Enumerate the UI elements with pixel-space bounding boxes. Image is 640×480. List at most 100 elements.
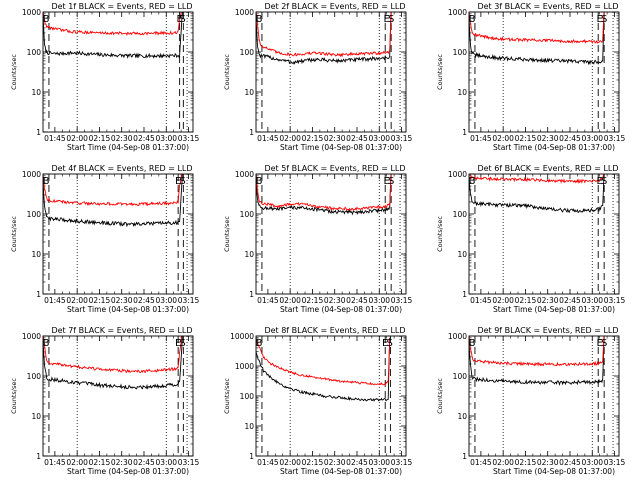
chart-panel-8: Det 8f BLACK = Events, RED = LLD Counts/s… <box>223 326 413 476</box>
y-tick-label: 10 <box>457 412 467 421</box>
x-tick-label: 03:00 <box>368 134 390 143</box>
x-tick-label: 02:45 <box>133 134 155 143</box>
x-tick-label: 02:30 <box>324 458 346 467</box>
x-tick-label: 03:00 <box>155 458 177 467</box>
series-line-events <box>469 336 605 387</box>
x-tick-label: 02:45 <box>133 296 155 305</box>
x-tick-label: 02:30 <box>537 458 559 467</box>
y-tick-label: 10 <box>31 88 41 97</box>
series-line-lld <box>256 174 392 211</box>
y-tick-label: 1000 <box>22 170 41 179</box>
y-tick-label: 100 <box>240 392 255 401</box>
x-axis-label: Start Time (04-Sep-08 01:37:00) <box>67 143 189 152</box>
interval-marker-s: S <box>179 176 185 187</box>
panel-title: Det 7f BLACK = Events, RED = LLD <box>51 326 192 335</box>
x-tick-label: 02:15 <box>515 296 537 305</box>
series-line-lld <box>43 336 183 374</box>
x-tick-label: 03:00 <box>155 296 177 305</box>
x-tick-label: 02:45 <box>559 458 581 467</box>
x-tick-label: 02:45 <box>559 134 581 143</box>
y-tick-label: 1 <box>462 128 467 137</box>
x-tick-label: 02:00 <box>492 134 514 143</box>
panel-title: Det 3f BLACK = Events, RED = LLD <box>477 2 618 11</box>
interval-marker-s: S <box>601 14 607 25</box>
x-tick-label: 02:15 <box>515 134 537 143</box>
series-line-lld <box>256 12 392 58</box>
x-tick-label: 03:15 <box>178 296 200 305</box>
interval-marker-e: E <box>382 338 388 349</box>
x-tick-label: 03:00 <box>581 134 603 143</box>
series-line-events <box>43 336 183 390</box>
y-axis-label: Counts/sec <box>10 378 18 414</box>
interval-marker-s: S <box>601 338 607 349</box>
y-tick-label: 10 <box>457 250 467 259</box>
x-axis-label: Start Time (04-Sep-08 01:37:00) <box>493 143 615 152</box>
series-line-events <box>256 337 391 402</box>
y-tick-label: 100 <box>453 210 468 219</box>
x-tick-label: 03:00 <box>368 458 390 467</box>
x-tick-label: 02:00 <box>66 134 88 143</box>
x-tick-label: 01:45 <box>470 296 492 305</box>
x-tick-label: 02:15 <box>302 296 324 305</box>
x-tick-label: 03:15 <box>178 458 200 467</box>
interval-marker-b: B <box>469 14 476 25</box>
x-tick-label: 02:30 <box>111 134 133 143</box>
x-tick-label: 03:15 <box>604 134 626 143</box>
x-tick-label: 03:00 <box>155 134 177 143</box>
x-axis-label: Start Time (04-Sep-08 01:37:00) <box>280 305 402 314</box>
plot-frame <box>42 335 194 457</box>
x-tick-label: 03:15 <box>604 296 626 305</box>
interval-marker-b: B <box>256 176 263 187</box>
y-tick-label: 1 <box>249 290 254 299</box>
x-tick-label: 02:30 <box>111 296 133 305</box>
panel-title: Det 1f BLACK = Events, RED = LLD <box>51 2 192 11</box>
plot-frame <box>255 335 407 457</box>
x-tick-label: 01:45 <box>44 134 66 143</box>
x-axis-label: Start Time (04-Sep-08 01:37:00) <box>280 467 402 476</box>
y-tick-label: 1000 <box>448 332 467 341</box>
plot-frame <box>468 173 620 295</box>
series-line-events <box>43 174 183 228</box>
x-tick-label: 02:15 <box>515 458 537 467</box>
y-tick-label: 10 <box>457 88 467 97</box>
y-tick-label: 1 <box>462 452 467 461</box>
x-tick-label: 02:15 <box>89 458 111 467</box>
x-tick-label: 03:15 <box>604 458 626 467</box>
y-tick-label: 1000 <box>22 8 41 17</box>
x-axis-label: Start Time (04-Sep-08 01:37:00) <box>67 467 189 476</box>
interval-marker-b: B <box>43 338 50 349</box>
plot-frame <box>255 173 407 295</box>
x-tick-label: 01:45 <box>257 296 279 305</box>
series-line-events <box>43 12 183 59</box>
y-tick-label: 100 <box>27 210 42 219</box>
panel-title: Det 6f BLACK = Events, RED = LLD <box>477 164 618 173</box>
panel-title: Det 8f BLACK = Events, RED = LLD <box>264 326 405 335</box>
x-tick-label: 02:15 <box>89 134 111 143</box>
x-tick-label: 03:00 <box>368 296 390 305</box>
x-tick-label: 02:00 <box>279 296 301 305</box>
series-line-events <box>256 174 392 216</box>
x-tick-label: 02:45 <box>346 134 368 143</box>
chart-panel-7: Det 7f BLACK = Events, RED = LLD Counts/s… <box>10 326 200 476</box>
y-tick-label: 1 <box>36 290 41 299</box>
y-tick-label: 1000 <box>448 8 467 17</box>
series-line-lld <box>469 174 604 184</box>
x-tick-label: 02:15 <box>302 134 324 143</box>
x-tick-label: 03:15 <box>178 134 200 143</box>
plot-frame <box>468 335 620 457</box>
interval-marker-s: S <box>388 176 394 187</box>
y-tick-label: 100 <box>453 48 468 57</box>
x-tick-label: 02:00 <box>66 458 88 467</box>
y-tick-label: 1 <box>249 128 254 137</box>
x-tick-label: 03:15 <box>391 458 413 467</box>
x-tick-label: 01:45 <box>257 458 279 467</box>
y-tick-label: 10 <box>244 422 254 431</box>
chart-panel-1: Det 1f BLACK = Events, RED = LLD Counts/s… <box>10 2 200 152</box>
series-line-events <box>256 12 392 65</box>
y-tick-label: 10 <box>244 250 254 259</box>
interval-marker-b: B <box>43 14 50 25</box>
interval-marker-s: S <box>179 338 185 349</box>
x-tick-label: 01:45 <box>44 458 66 467</box>
y-tick-label: 1000 <box>235 170 254 179</box>
